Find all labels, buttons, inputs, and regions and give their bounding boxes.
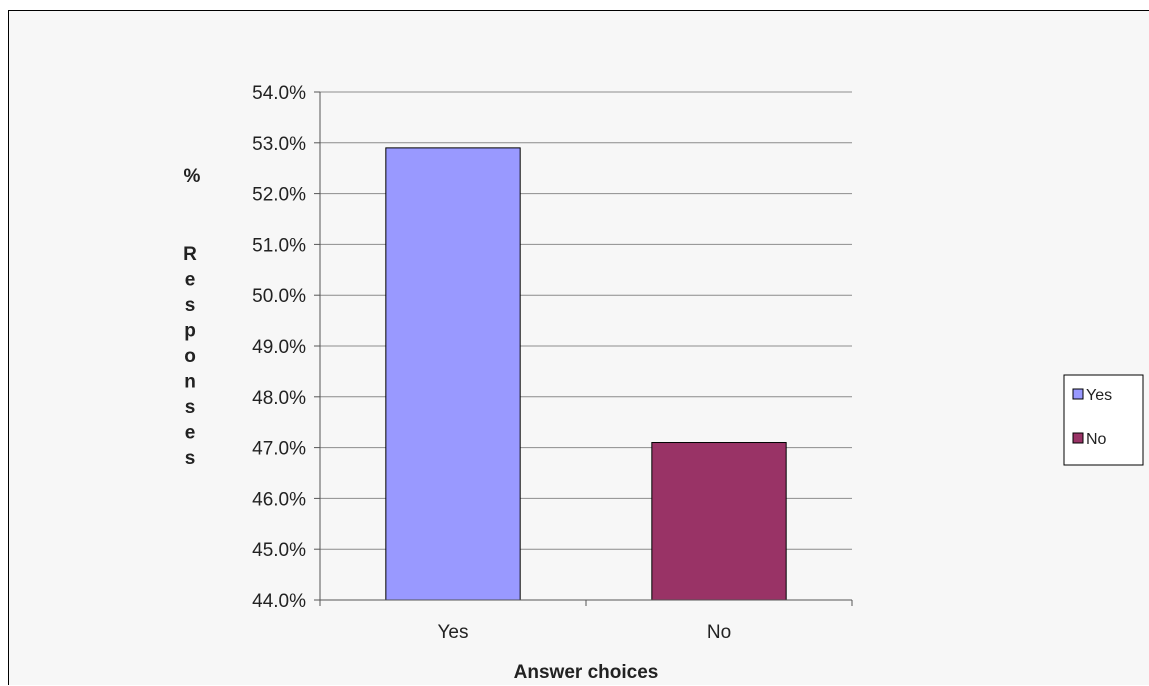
y-tick-label: 51.0% <box>252 235 306 256</box>
y-axis-title-letter: s <box>185 397 196 418</box>
legend-label-yes: Yes <box>1086 387 1112 404</box>
x-tick-label: No <box>707 622 731 643</box>
y-axis-title-letter: R <box>183 244 197 265</box>
y-axis-title-symbol: % <box>184 166 201 187</box>
y-axis-title-letter: p <box>184 321 196 342</box>
y-tick-label: 48.0% <box>252 388 306 409</box>
y-axis-title-letter: s <box>185 448 196 469</box>
y-tick-label: 49.0% <box>252 337 306 358</box>
legend-swatch-no <box>1072 432 1084 444</box>
x-tick-labels: Yes No <box>438 622 732 643</box>
y-axis-title-letter: o <box>184 346 196 367</box>
y-axis-title-letter: s <box>185 295 196 316</box>
legend: Yes No <box>1063 374 1144 466</box>
y-tick-label: 46.0% <box>252 489 306 510</box>
legend-swatch-yes <box>1072 388 1084 400</box>
y-tick-label: 44.0% <box>252 591 306 612</box>
bar-no <box>651 442 787 601</box>
chart-area: 44.0% 45.0% 46.0% 47.0% 48.0% 49.0% 50.0% 51.0%… <box>8 10 1149 685</box>
y-tick-label: 53.0% <box>252 134 306 155</box>
bar-chart: 44.0% 45.0% 46.0% 47.0% 48.0% 49.0% 50.0% 51.0%… <box>183 83 1144 683</box>
x-tick-label: Yes <box>438 622 469 643</box>
y-tick-label: 54.0% <box>252 83 306 104</box>
legend-label-no: No <box>1086 431 1107 448</box>
y-tick-label: 52.0% <box>252 185 306 206</box>
y-tick-labels: 44.0% 45.0% 46.0% 47.0% 48.0% 49.0% 50.0% 51.0%… <box>252 83 306 612</box>
y-axis-title-letter: n <box>184 372 196 393</box>
y-tick-label: 45.0% <box>252 540 306 561</box>
y-axis-title-letter: e <box>185 423 196 444</box>
bar-yes <box>385 147 521 601</box>
bars <box>385 147 787 601</box>
y-tick-label: 47.0% <box>252 439 306 460</box>
y-tick-label: 50.0% <box>252 286 306 307</box>
y-axis-title-letter: e <box>185 270 196 291</box>
axes <box>314 91 853 606</box>
x-axis-title: Answer choices <box>514 662 659 683</box>
